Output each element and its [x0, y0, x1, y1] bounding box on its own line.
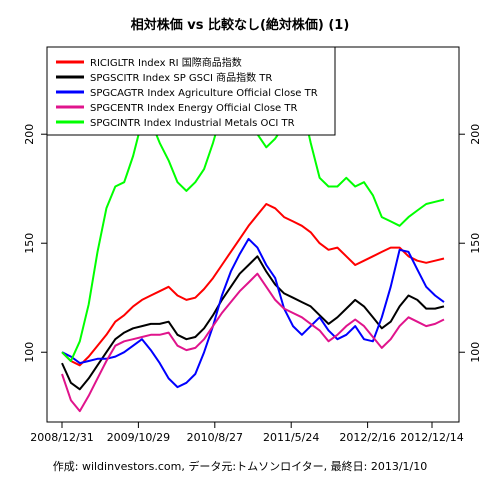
legend-label-5: SPGCINTR Index Industrial Metals OCI TR	[90, 118, 295, 129]
y-tick-label-right: 100	[469, 342, 480, 363]
y-tick-label-left: 150	[23, 233, 36, 254]
chart-caption: 作成: wildinvestors.com, データ元:トムソンロイター, 最終…	[53, 459, 427, 473]
series-line-2	[61, 255, 445, 391]
x-tick-label: 2012/2/16	[339, 431, 395, 444]
legend-label-2: SPGSCITR Index SP GSCI 商品指数 TR	[90, 71, 272, 84]
series-line-3	[61, 237, 445, 389]
series-layer	[61, 89, 445, 413]
legend-label-4: SPGCENTR Index Energy Official Close TR	[90, 103, 297, 114]
series-line-4	[61, 272, 445, 413]
series-line-1	[61, 203, 445, 367]
legend: RICIGLTR Index RI 国際商品指数 SPGSCITR Index S…	[46, 46, 336, 136]
axes-layer: 100 100 150 150 200 200 2008/12/31 2009/10/29 20…	[23, 124, 480, 444]
y-tick-label-right: 150	[469, 233, 480, 254]
x-tick-label: 2010/8/27	[187, 431, 243, 444]
legend-label-1: RICIGLTR Index RI 国際商品指数	[90, 56, 242, 69]
x-tick-label: 2008/12/31	[30, 431, 93, 444]
x-tick-label: 2012/12/14	[400, 431, 463, 444]
y-tick-label-left: 100	[23, 342, 36, 363]
y-tick-label-left: 200	[23, 124, 36, 145]
x-tick-label: 2009/10/29	[107, 431, 170, 444]
y-tick-label-right: 200	[469, 124, 480, 145]
legend-box	[46, 46, 336, 136]
x-tick-label: 2011/5/24	[263, 431, 319, 444]
chart-title: 相対株価 vs 比較なし(絶対株価) (1)	[131, 17, 350, 33]
legend-label-3: SPGCAGTR Index Agriculture Official Clos…	[90, 88, 318, 99]
